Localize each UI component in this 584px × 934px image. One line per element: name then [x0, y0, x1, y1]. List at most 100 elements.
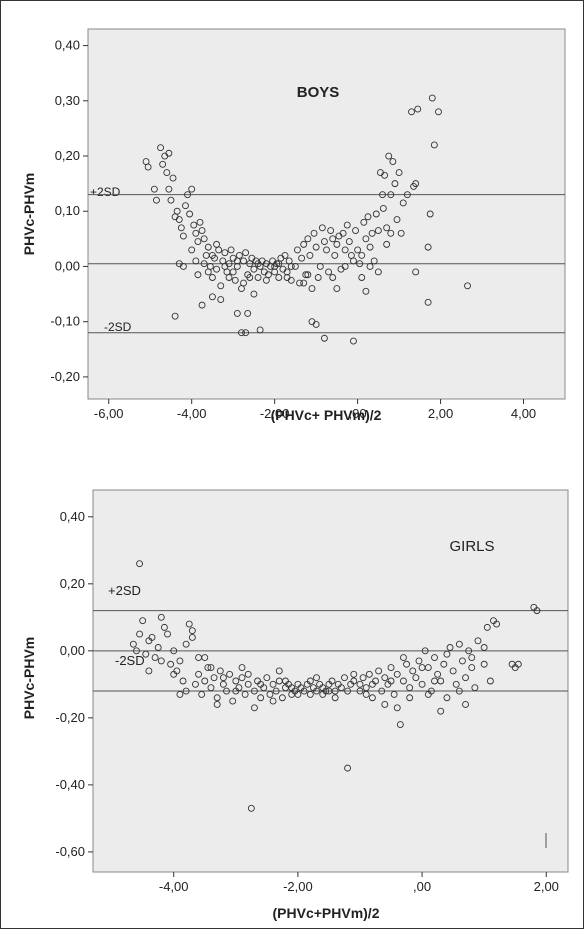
data-point-boys-79	[312, 243, 320, 251]
data-point-boys-144	[256, 326, 264, 334]
data-point-girls-3	[136, 630, 144, 638]
x-ticks-girls: -4,00 -2,00 ,00 2,00	[159, 872, 559, 894]
y-tick-label-girls-3: -0,20	[55, 710, 85, 725]
data-point-girls-85	[393, 670, 401, 678]
y-tick-label-boys-5: -0,10	[50, 314, 80, 329]
data-point-girls-58	[306, 690, 314, 698]
data-point-girls-131	[257, 680, 265, 688]
data-point-boys-80	[314, 274, 322, 281]
data-point-boys-25	[198, 227, 206, 235]
data-point-boys-98	[352, 227, 359, 235]
x-tick-label-boys-4: 2,00	[428, 406, 453, 421]
y-tick-label-girls-2: 0,00	[60, 643, 85, 658]
data-point-boys-131	[430, 141, 438, 149]
data-point-girls-140	[368, 680, 376, 688]
data-point-girls-113	[483, 623, 491, 631]
y-tick-label-girls-4: -0,40	[55, 777, 85, 792]
data-point-boys-3	[152, 196, 160, 204]
data-point-boys-18	[184, 191, 191, 199]
data-point-girls-109	[468, 664, 476, 672]
points-girls	[129, 560, 541, 812]
data-point-girls-114	[486, 677, 494, 685]
data-point-boys-97	[350, 257, 357, 265]
data-point-boys-172	[287, 263, 295, 270]
data-point-boys-87	[329, 235, 337, 243]
data-point-girls-160	[213, 701, 221, 708]
data-point-boys-160	[213, 265, 221, 273]
data-point-girls-94	[421, 647, 429, 655]
data-point-boys-130	[428, 94, 436, 102]
data-point-boys-176	[341, 263, 349, 270]
data-point-girls-83	[387, 664, 395, 672]
data-point-boys-154	[188, 246, 196, 254]
data-point-boys-159	[208, 251, 216, 259]
data-point-boys-115	[385, 152, 393, 160]
data-point-girls-86	[396, 721, 404, 729]
data-point-girls-161	[250, 704, 258, 712]
data-point-boys-19	[186, 210, 194, 218]
data-point-girls-93	[418, 680, 426, 688]
data-point-boys-111	[379, 191, 386, 199]
data-point-girls-166	[437, 707, 445, 715]
data-point-boys-161	[221, 263, 229, 270]
x-tick-label-girls-1: -2,00	[283, 879, 313, 894]
data-point-boys-165	[240, 279, 247, 287]
data-point-girls-8	[151, 654, 159, 661]
data-point-girls-33	[229, 697, 237, 705]
chart-girls: GIRLS (PHVc+PHVm)/2 PHVc-PHVm +2SD -2SD …	[21, 489, 569, 921]
x-tick-label-girls-0: -4,00	[159, 879, 189, 894]
data-point-boys-112	[379, 205, 387, 212]
data-point-girls-13	[167, 660, 175, 668]
data-point-girls-29	[216, 667, 224, 675]
data-point-boys-81	[316, 263, 324, 270]
data-point-girls-106	[458, 657, 466, 665]
data-point-boys-72	[298, 254, 306, 262]
data-point-boys-76	[306, 251, 314, 259]
data-point-boys-178	[366, 263, 374, 270]
data-point-girls-108	[465, 647, 473, 655]
data-point-girls-110	[471, 684, 479, 692]
x-tick-label-boys-2: -2,00	[260, 406, 290, 421]
data-point-boys-120	[395, 169, 403, 177]
data-point-boys-20	[188, 185, 196, 193]
data-point-girls-119	[514, 660, 522, 668]
data-point-boys-50	[250, 265, 258, 273]
data-point-boys-106	[368, 229, 376, 237]
chart-boys: BOYS (PHVc+ PHVm)/2 PHVc-PHVm +2SD -2SD …	[21, 28, 566, 423]
data-point-boys-65	[281, 251, 289, 259]
data-point-boys-171	[283, 274, 291, 281]
data-point-girls-80	[378, 687, 386, 695]
data-point-boys-21	[190, 221, 198, 229]
data-point-boys-92	[339, 229, 347, 237]
data-point-girls-145	[431, 677, 438, 685]
data-point-boys-108	[372, 210, 380, 218]
data-point-girls-73	[356, 687, 364, 695]
data-point-girls-103	[449, 667, 457, 675]
y-axis-label-girls: PHVc-PHVm	[21, 637, 37, 719]
data-point-boys-1	[144, 163, 152, 171]
data-point-boys-7	[159, 160, 167, 168]
data-point-girls-155	[350, 670, 358, 678]
data-point-girls-39	[247, 804, 255, 812]
data-point-boys-89	[333, 240, 341, 248]
data-point-boys-74	[302, 271, 310, 279]
data-point-girls-153	[275, 667, 283, 675]
x-tick-label-boys-3: ,00	[349, 406, 367, 421]
data-point-boys-173	[300, 279, 308, 287]
data-point-girls-11	[160, 623, 168, 631]
x-axis-label-boys: (PHVc+ PHVm)/2	[271, 407, 382, 423]
data-point-boys-153	[179, 263, 187, 270]
y-tick-label-girls-1: 0,20	[60, 576, 85, 591]
x-axis-label-girls: (PHVc+PHVm)/2	[273, 905, 380, 921]
data-point-girls-100	[440, 660, 448, 668]
data-point-girls-129	[232, 687, 240, 695]
data-point-girls-142	[393, 704, 401, 712]
data-point-boys-145	[250, 290, 258, 298]
x-tick-label-boys-0: -6,00	[94, 406, 124, 421]
data-point-boys-167	[254, 260, 262, 268]
data-point-girls-7	[148, 633, 156, 641]
data-point-girls-69	[341, 674, 348, 682]
y-tick-label-girls-0: 0,40	[60, 509, 85, 524]
data-point-girls-159	[176, 690, 184, 698]
data-point-boys-8	[163, 169, 171, 177]
